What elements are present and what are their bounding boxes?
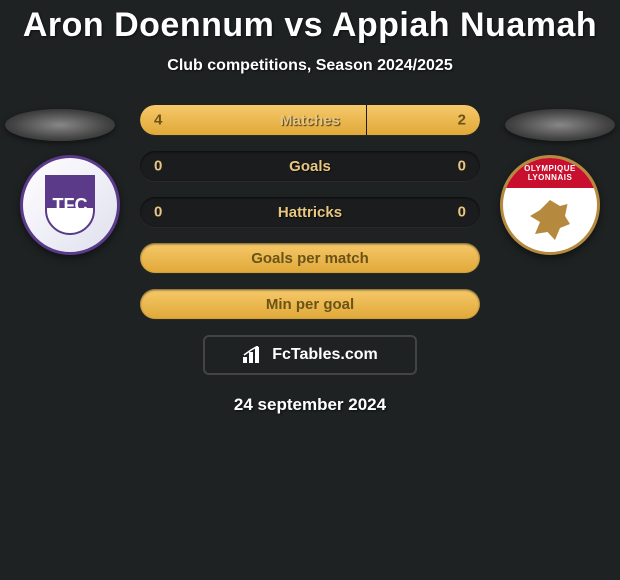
stat-label: Matches <box>280 112 340 129</box>
stat-label: Min per goal <box>266 296 354 313</box>
team-right-logo: OLYMPIQUE LYONNAIS <box>500 155 600 255</box>
brand-text: FcTables.com <box>272 346 378 364</box>
val-right: 0 <box>458 158 466 175</box>
pedestal-left <box>5 109 115 141</box>
stat-label: Hattricks <box>278 204 342 221</box>
stat-row-gpm: Goals per match <box>140 243 480 273</box>
page-title: Aron Doennum vs Appiah Nuamah <box>0 0 620 45</box>
comparison-area: TFC OLYMPIQUE LYONNAIS 4 Matches 2 0 Goa… <box>0 105 620 415</box>
val-right: 0 <box>458 204 466 221</box>
stat-rows: 4 Matches 2 0 Goals 0 0 Hattricks 0 Goal… <box>140 105 480 319</box>
val-right: 2 <box>458 112 466 129</box>
stat-row-goals: 0 Goals 0 <box>140 151 480 181</box>
date-text: 24 september 2024 <box>0 395 620 415</box>
val-left: 0 <box>154 158 162 175</box>
pedestal-right <box>505 109 615 141</box>
ol-badge: OLYMPIQUE LYONNAIS <box>500 155 600 255</box>
val-left: 4 <box>154 112 162 129</box>
lion-icon <box>525 200 575 240</box>
stat-label: Goals per match <box>251 250 369 267</box>
stat-row-mpg: Min per goal <box>140 289 480 319</box>
bars-icon <box>242 346 264 364</box>
tfc-shield: TFC <box>45 175 95 235</box>
ol-body <box>503 188 597 252</box>
page-subtitle: Club competitions, Season 2024/2025 <box>0 57 620 75</box>
stat-row-hattricks: 0 Hattricks 0 <box>140 197 480 227</box>
brand-box: FcTables.com <box>203 335 417 375</box>
tfc-badge: TFC <box>20 155 120 255</box>
team-left-logo: TFC <box>20 155 120 255</box>
val-left: 0 <box>154 204 162 221</box>
stat-row-matches: 4 Matches 2 <box>140 105 480 135</box>
ol-banner: OLYMPIQUE LYONNAIS <box>503 158 597 188</box>
stat-label: Goals <box>289 158 331 175</box>
